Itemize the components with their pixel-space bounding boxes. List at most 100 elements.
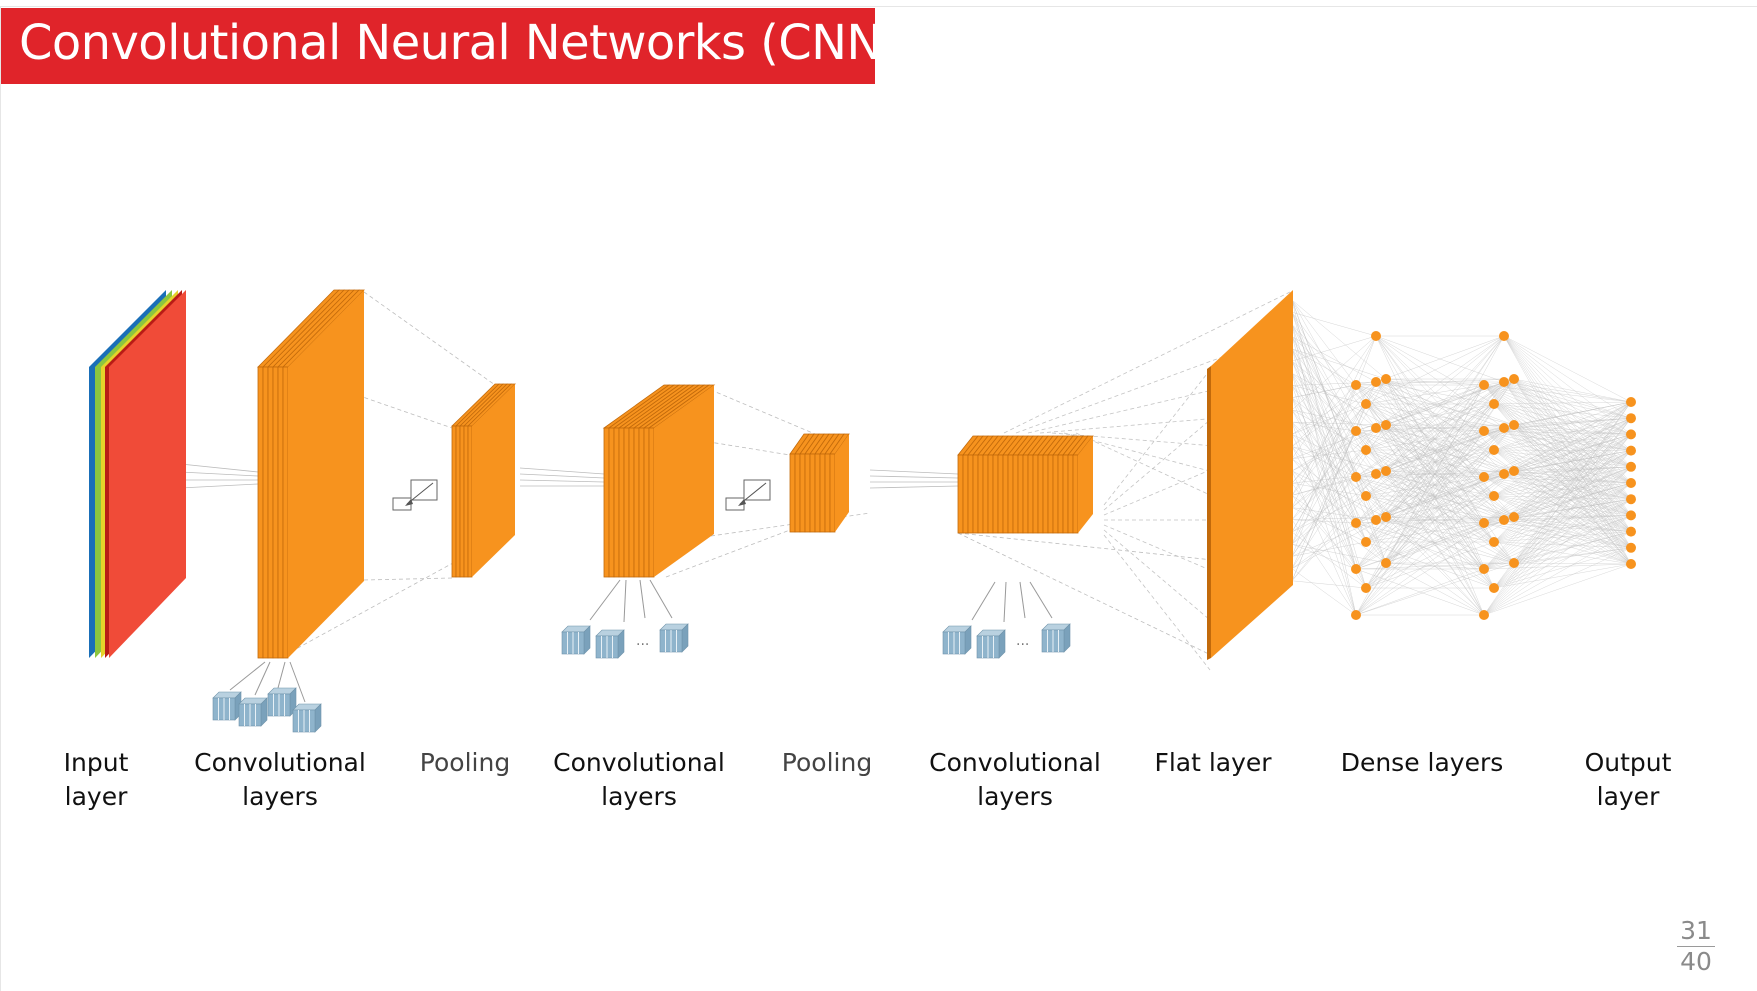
pool2-conv3-line <box>869 469 959 475</box>
dense-output-connection <box>1513 378 1632 548</box>
flat-dense-connection <box>1291 427 1377 508</box>
flat-dense-connection <box>1291 360 1367 451</box>
dense2-neuron <box>1479 472 1489 482</box>
dense-output-connection <box>1513 424 1632 484</box>
dense-output-connection <box>1503 427 1632 435</box>
conv3-stack-slab-front <box>1027 454 1034 534</box>
dense-output-connection <box>1513 515 1632 518</box>
label-output-layer: Output layer <box>1585 746 1672 814</box>
dense-dense-connection <box>1385 476 1485 564</box>
conv3-kernels: ... <box>942 581 1071 659</box>
conv3-stack-slab-front <box>1067 454 1074 534</box>
dense-output-connection <box>1503 498 1632 521</box>
dense-dense-connection <box>1375 403 1495 475</box>
flat-dense-connection <box>1291 397 1357 570</box>
flat-dense-connection <box>1291 409 1377 521</box>
flat-dense-connection <box>1291 378 1387 398</box>
dense2-neuron <box>1509 374 1519 384</box>
dense-output-connection <box>1483 499 1632 616</box>
conv1-kernels-fan-line <box>254 661 271 696</box>
flat-dense-connection <box>1291 531 1367 589</box>
page-divider <box>1677 946 1715 947</box>
dense-output-connection <box>1513 424 1632 548</box>
conv1-stack-face <box>288 290 364 658</box>
dense1-neuron <box>1381 512 1391 522</box>
dense-output-connection <box>1493 495 1632 532</box>
dense-output-connection <box>1503 427 1632 565</box>
conv2-stack-slab-front <box>648 427 655 578</box>
dense-dense-connection <box>1375 449 1495 521</box>
conv2-kernels-fan-line <box>589 579 621 621</box>
dense-output-connection <box>1503 427 1632 500</box>
dense-output-connection <box>1513 516 1632 532</box>
flat-dense-connection <box>1291 348 1357 478</box>
output-neuron <box>1626 510 1636 521</box>
dense-dense-connection <box>1375 519 1495 543</box>
label-input-layer: Input layer <box>64 746 129 814</box>
dense-output-connection <box>1503 515 1632 521</box>
pool2-icon-big-box <box>743 479 771 501</box>
dense-output-connection <box>1513 401 1632 472</box>
dense-output-connection <box>1513 424 1632 435</box>
dense-output-connection <box>1493 482 1632 589</box>
output-neuron <box>1626 413 1636 424</box>
conv2-kernels-fan-line <box>623 579 627 623</box>
conv3-flat-dash <box>1103 534 1211 671</box>
flat-layer-face <box>1211 290 1293 658</box>
dense-output-connection <box>1503 427 1632 532</box>
dense-output-connection <box>1503 418 1632 521</box>
dense-output-connection <box>1493 401 1632 589</box>
dense-output-connection <box>1483 476 1632 500</box>
dense-output-connection <box>1513 499 1632 564</box>
dense-output-connection <box>1493 495 1632 549</box>
conv1-pool1-dash <box>363 291 496 386</box>
dense-output-connection <box>1503 473 1632 548</box>
dense-output-connection <box>1503 427 1632 548</box>
label-output-line1: Output <box>1584 748 1672 777</box>
conv3-flat-dash <box>1103 524 1211 571</box>
dense1-neuron <box>1371 377 1381 387</box>
dense1-neuron <box>1351 518 1361 528</box>
dense1-neuron <box>1361 445 1371 455</box>
conv1-stack-slab-front <box>267 366 274 659</box>
dense-output-connection <box>1483 563 1632 616</box>
dense-output-connection <box>1503 335 1632 565</box>
dense-dense-connection <box>1375 335 1505 429</box>
conv3-stack-slab-front <box>1022 454 1029 534</box>
dense2-neuron <box>1479 564 1489 574</box>
flat-dense-connection <box>1291 381 1377 386</box>
flat-dense-connection <box>1291 299 1387 472</box>
pool1-conv2-line <box>519 473 605 479</box>
label-conv3-line1: Convolutional <box>929 748 1101 777</box>
label-conv1-line1: Convolutional <box>194 748 366 777</box>
pool2-icon-arrow-head <box>738 499 746 506</box>
flat-dense-connection <box>1291 336 1377 383</box>
conv2-kernels-fan-line <box>639 579 646 619</box>
conv3-stack <box>957 435 1094 534</box>
dense-dense-connection <box>1365 403 1495 451</box>
dense1-neuron <box>1361 491 1371 501</box>
flat-dense-connection <box>1291 385 1367 405</box>
label-dense-layers: Dense layers <box>1341 746 1504 780</box>
output-neuron <box>1626 445 1636 456</box>
flat-dense-connection <box>1291 397 1357 478</box>
flat-dense-connection <box>1291 299 1357 386</box>
flat-dense-connection <box>1291 470 1357 616</box>
conv2-stack <box>602 384 716 578</box>
dense-dense-connection <box>1375 381 1495 405</box>
dense-output-connection <box>1483 384 1632 419</box>
conv3-flat-dash <box>1103 529 1211 621</box>
dense-output-connection <box>1513 434 1632 518</box>
conv3-flat-dash <box>1103 369 1211 506</box>
dense-dense-connection <box>1355 384 1485 524</box>
flat-dense-connection <box>1291 434 1367 589</box>
dense-output-connection <box>1503 417 1632 429</box>
dense-output-connection <box>1513 562 1632 565</box>
dense1-neuron <box>1351 380 1361 390</box>
dense2-neuron <box>1499 377 1509 387</box>
dense-output-connection <box>1513 424 1632 532</box>
dense-output-connection <box>1503 335 1632 419</box>
conv3-kernels-fan-line <box>1019 581 1026 619</box>
pool2-stack-slab-front <box>794 453 801 533</box>
dense-dense-connection <box>1375 403 1495 429</box>
